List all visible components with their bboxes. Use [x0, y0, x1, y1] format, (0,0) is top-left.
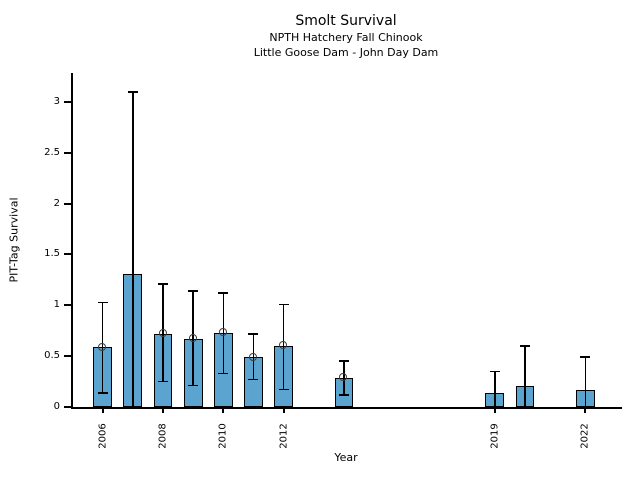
error-bar-2019 [494, 371, 496, 407]
error-cap-bottom-2014 [338, 394, 349, 396]
error-cap-top-2010 [218, 292, 229, 294]
error-cap-bottom-2019 [489, 406, 500, 408]
y-axis-tick [64, 253, 71, 256]
error-cap-bottom-2012 [278, 388, 289, 391]
error-cap-bottom-2020 [519, 406, 530, 408]
x-axis-label: Year [334, 451, 358, 464]
y-tick-label: 2 [53, 197, 60, 209]
x-axis-tick [162, 407, 164, 413]
y-tick-label: 0 [53, 401, 60, 412]
x-tick-label: 2012 [278, 423, 290, 449]
x-axis-tick [222, 407, 225, 413]
point-marker-2008 [158, 329, 167, 338]
chart-subtitle-line2: Little Goose Dam - John Day Dam [253, 46, 439, 59]
y-axis-tick [64, 304, 71, 307]
error-cap-bottom-2011 [248, 378, 259, 381]
error-cap-top-2008 [158, 283, 168, 285]
y-axis-tick [64, 406, 71, 408]
x-axis-tick [101, 407, 104, 413]
y-axis-tick [64, 100, 71, 103]
point-marker-2006 [98, 342, 107, 351]
y-tick-label: 0.5 [44, 350, 60, 362]
y-tick-label: 2.5 [44, 146, 60, 158]
error-cap-bottom-2009 [188, 384, 199, 387]
y-tick-label: 3 [53, 95, 60, 107]
y-axis-label: PIT-Tag Survival [7, 197, 21, 283]
error-cap-top-2012 [278, 303, 289, 306]
plot-area [71, 73, 622, 409]
x-tick-label: 2022 [579, 423, 591, 449]
chart-subtitle-line1: NPTH Hatchery Fall Chinook [269, 31, 423, 44]
error-cap-top-2006 [97, 301, 108, 304]
error-bar-2007 [132, 91, 134, 407]
x-tick-label: 2010 [217, 423, 229, 449]
x-axis-tick [584, 407, 587, 413]
y-tick-label: 1 [53, 299, 60, 311]
x-axis-tick [282, 407, 285, 413]
y-axis-tick [64, 202, 71, 205]
point-marker-2012 [279, 341, 288, 350]
error-cap-bottom-2007 [127, 406, 138, 408]
x-tick-label: 2019 [489, 423, 501, 449]
error-cap-bottom-2006 [97, 392, 108, 394]
error-bar-2022 [584, 357, 587, 407]
x-tick-label: 2006 [97, 423, 109, 449]
point-marker-2009 [188, 334, 197, 343]
error-cap-top-2014 [338, 360, 349, 362]
error-cap-bottom-2010 [218, 372, 229, 375]
chart-title: Smolt Survival [295, 13, 397, 29]
error-cap-top-2020 [519, 345, 530, 347]
y-axis-tick [64, 151, 71, 154]
x-tick-label: 2008 [157, 423, 169, 449]
error-cap-top-2019 [489, 370, 500, 373]
point-marker-2010 [218, 328, 227, 337]
error-cap-top-2022 [580, 356, 591, 358]
error-cap-bottom-2008 [158, 380, 168, 383]
y-tick-label: 1.5 [44, 248, 60, 260]
point-marker-2011 [248, 352, 257, 361]
error-bar-2020 [524, 345, 526, 407]
y-axis-tick [64, 355, 71, 358]
error-cap-top-2009 [188, 290, 199, 292]
error-cap-top-2007 [127, 91, 138, 93]
error-cap-bottom-2022 [580, 406, 591, 408]
point-marker-2014 [339, 373, 348, 381]
error-cap-top-2011 [248, 333, 259, 335]
x-axis-tick [493, 407, 496, 413]
